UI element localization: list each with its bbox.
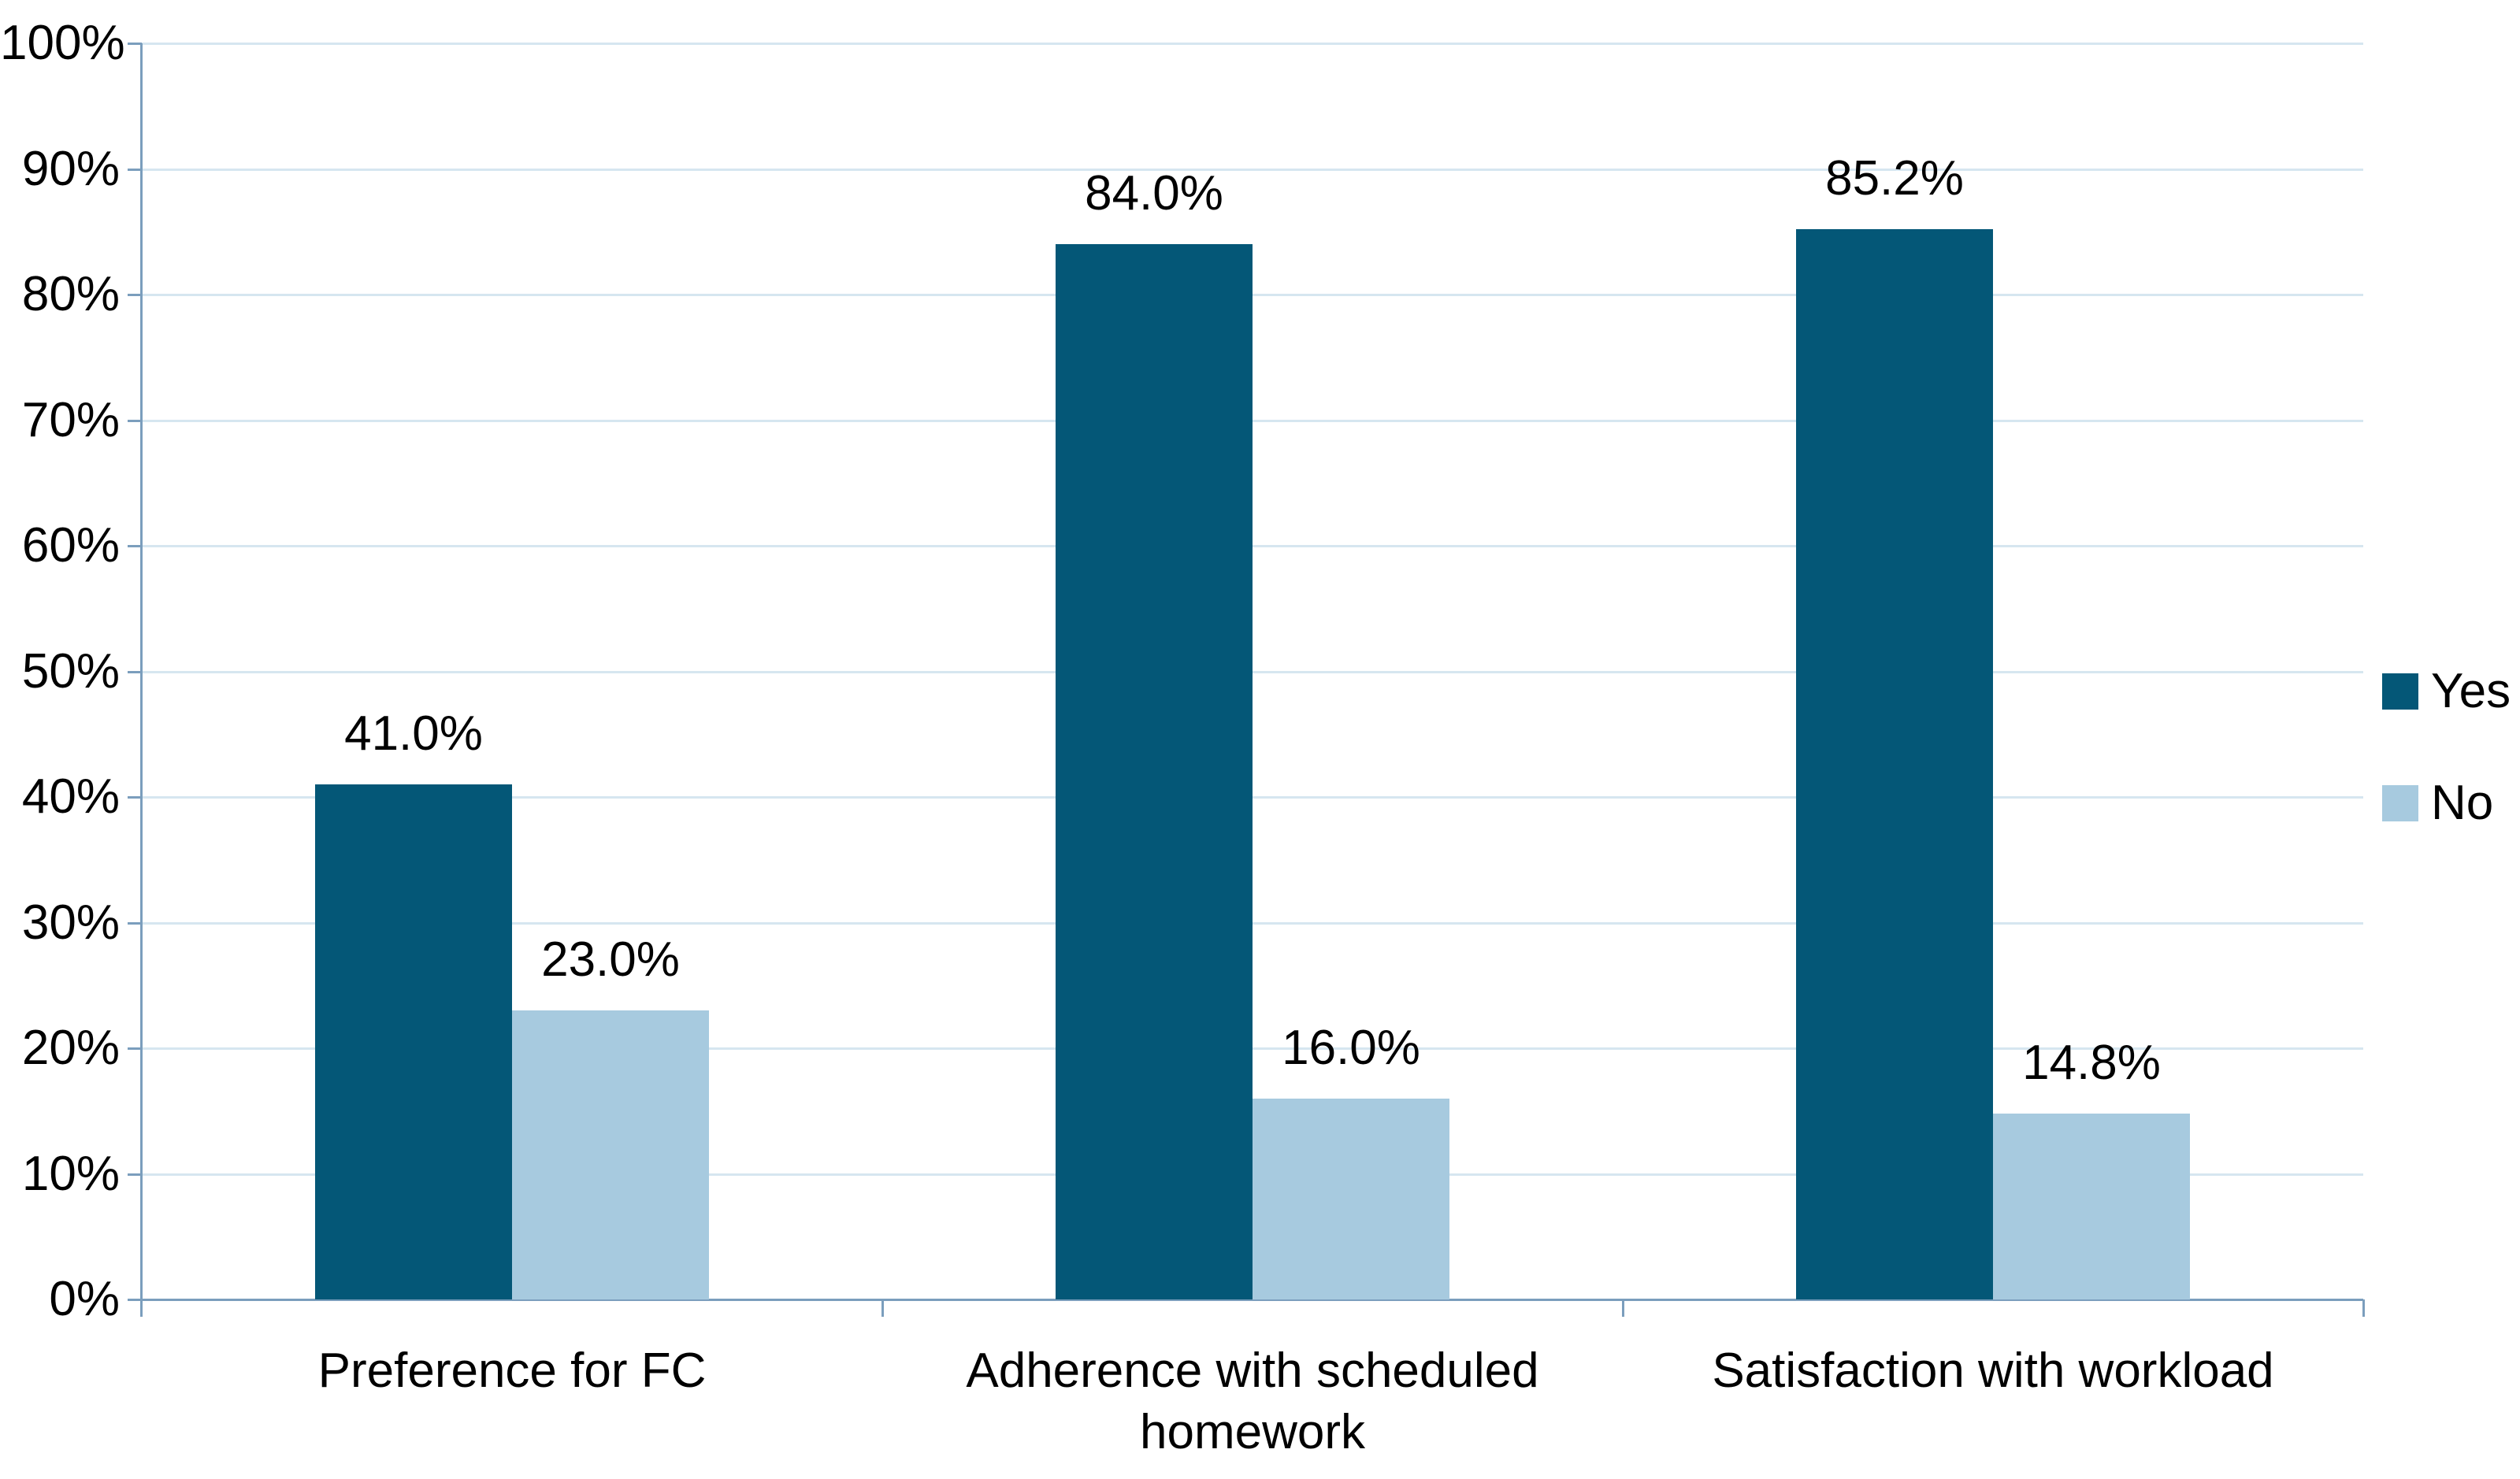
gridline [142, 168, 2363, 171]
y-tick-label: 50% [21, 643, 120, 699]
gridline [142, 545, 2363, 547]
bar-value-label: 85.2% [1825, 151, 1964, 206]
bar-no [1993, 1113, 2190, 1299]
y-tick-label: 10% [21, 1146, 120, 1201]
x-tick [881, 1299, 884, 1317]
gridline [142, 670, 2363, 673]
gridline [142, 796, 2363, 799]
y-tick-label: 40% [21, 769, 120, 824]
bar-value-label: 14.8% [2022, 1035, 2161, 1090]
y-tick-label: 20% [21, 1021, 120, 1075]
bar-no [512, 1010, 709, 1299]
y-tick-label: 100% [0, 16, 125, 70]
gridline [142, 43, 2363, 45]
y-tick [128, 796, 142, 799]
y-tick-label: 0% [49, 1272, 120, 1326]
y-tick-label: 30% [21, 895, 120, 950]
legend-label-no: No [2431, 776, 2494, 830]
y-tick [128, 419, 142, 422]
bar-yes [1056, 244, 1253, 1299]
y-tick [128, 545, 142, 547]
y-tick-label: 90% [21, 141, 120, 196]
y-tick [128, 1173, 142, 1176]
gridline [142, 419, 2363, 422]
bar-value-label: 41.0% [344, 706, 483, 762]
bar-yes [1796, 229, 1993, 1299]
bar-no [1253, 1098, 1449, 1299]
legend-swatch-yes [2382, 673, 2418, 710]
bar-yes [315, 784, 512, 1299]
y-tick-label: 60% [21, 518, 120, 573]
x-tick [1622, 1299, 1624, 1317]
legend-label-yes: Yes [2431, 664, 2511, 718]
category-label: Satisfaction with workload [1712, 1344, 2274, 1398]
category-label: Preference for FC [317, 1344, 707, 1398]
y-axis-line [140, 43, 143, 1317]
x-tick [2362, 1299, 2365, 1317]
y-tick [128, 43, 142, 45]
gridline [142, 921, 2363, 925]
bar-value-label: 16.0% [1282, 1020, 1420, 1075]
y-tick-label: 80% [21, 267, 120, 321]
legend-swatch-no [2382, 785, 2418, 821]
category-label: Adherence with scheduled homework [966, 1344, 1539, 1459]
x-axis-line [128, 1299, 2363, 1301]
bar-value-label: 84.0% [1085, 166, 1223, 221]
y-tick [128, 921, 142, 925]
y-tick [128, 168, 142, 171]
y-tick [128, 294, 142, 296]
y-tick-label: 70% [21, 392, 120, 447]
y-tick [128, 1047, 142, 1050]
y-tick [128, 670, 142, 673]
bar-value-label: 23.0% [541, 932, 680, 988]
gridline [142, 1047, 2363, 1050]
gridline [142, 294, 2363, 296]
